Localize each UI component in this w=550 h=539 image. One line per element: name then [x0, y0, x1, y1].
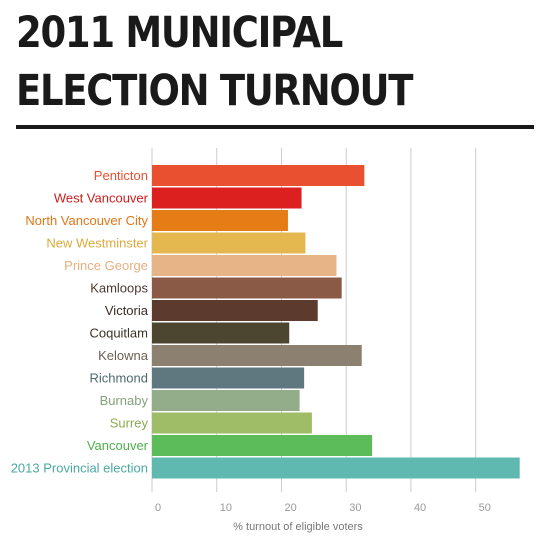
- bar: [152, 322, 290, 344]
- chart-title: 2011 MUNICIPAL ELECTION TURNOUT: [16, 4, 413, 120]
- category-labels: Penticton West Vancouver North Vancouver C…: [11, 168, 149, 476]
- category-label: Vancouver: [87, 438, 149, 453]
- x-tick-label: 30: [349, 502, 361, 514]
- bar: [152, 412, 312, 434]
- bar: [152, 367, 305, 389]
- category-label: Penticton: [94, 168, 148, 183]
- category-label: Burnaby: [100, 393, 149, 408]
- category-label: Richmond: [89, 371, 148, 386]
- category-label: Prince George: [64, 258, 148, 273]
- bar: [152, 210, 288, 231]
- bar: [152, 232, 306, 254]
- category-label: New Westminster: [46, 236, 148, 251]
- bar: [152, 390, 300, 411]
- x-tick-label: 40: [414, 502, 426, 514]
- x-tick-label: 10: [220, 502, 232, 514]
- title-divider: [16, 125, 534, 129]
- category-label: West Vancouver: [54, 191, 149, 206]
- bar: [152, 187, 302, 209]
- title-line-2: ELECTION TURNOUT: [16, 66, 413, 116]
- x-tick-label: 0: [155, 502, 161, 514]
- bar: [152, 345, 362, 366]
- category-label: Victoria: [105, 303, 149, 318]
- x-axis-title: % turnout of eligible voters: [233, 521, 363, 533]
- bar: [152, 277, 342, 299]
- category-label: 2013 Provincial election: [11, 461, 148, 476]
- bar: [152, 457, 520, 479]
- x-tick-label: 50: [479, 502, 491, 514]
- title-line-1: 2011 MUNICIPAL: [16, 8, 343, 58]
- bars: [152, 165, 520, 479]
- bar: [152, 165, 365, 186]
- category-label: Kelowna: [98, 348, 149, 363]
- category-label: Coquitlam: [89, 326, 148, 341]
- x-tick-label: 20: [284, 502, 296, 514]
- category-label: Kamloops: [90, 281, 148, 296]
- category-label: North Vancouver City: [25, 213, 148, 228]
- bar: [152, 435, 373, 456]
- category-label: Surrey: [110, 416, 149, 431]
- bar: [152, 255, 337, 276]
- bar: [152, 300, 318, 321]
- x-tick-labels: 0 10 20 30 40 50: [155, 502, 491, 514]
